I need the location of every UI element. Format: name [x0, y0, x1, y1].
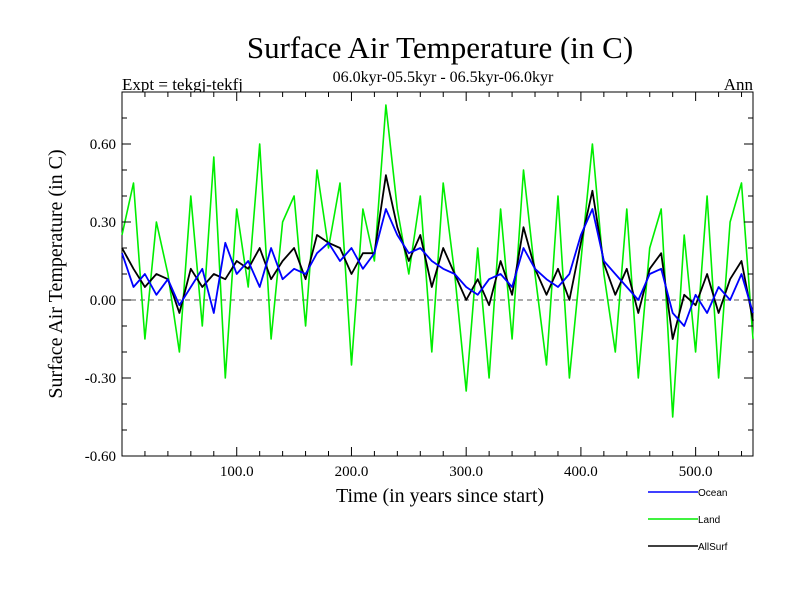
x-tick-label: 100.0 [220, 464, 254, 480]
x-tick-label: 500.0 [679, 464, 713, 480]
series-line-ocean [121, 208, 754, 327]
series-group [121, 104, 754, 418]
x-tick-label: 300.0 [449, 464, 483, 480]
x-axis-label: Time (in years since start) [336, 485, 544, 507]
x-tick-label: 200.0 [335, 464, 369, 480]
expt-label: Expt = tekgj-tekfj [122, 75, 243, 94]
y-tick-label: -0.60 [85, 449, 116, 465]
axis-group: 100.0 200.0 300.0 400.0 500.0 -0.60 -0.30 0.00 0… [85, 91, 753, 480]
y-tick-label: 0.60 [90, 137, 116, 153]
chart-subtitle: 06.0kyr-05.5kyr - 06.5kyr-06.0kyr [333, 69, 554, 86]
y-tick-label: 0.30 [90, 215, 116, 231]
legend: Ocean Land AllSurf [648, 488, 728, 553]
chart-title: Surface Air Temperature (in C) [247, 30, 633, 65]
y-tick-label: 0.00 [90, 293, 116, 309]
legend-label-allsurf: AllSurf [698, 542, 728, 553]
season-label: Ann [724, 75, 754, 94]
y-tick-label: -0.30 [85, 371, 116, 387]
legend-label-ocean: Ocean [698, 488, 727, 499]
legend-label-land: Land [698, 515, 720, 526]
y-axis-label: Surface Air Temperature (in C) [45, 149, 67, 398]
x-tick-label: 400.0 [564, 464, 598, 480]
